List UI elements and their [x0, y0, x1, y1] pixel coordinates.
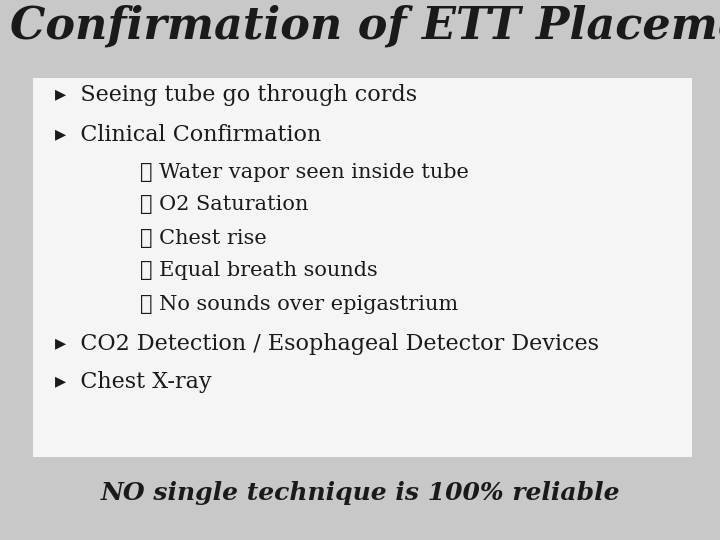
Text: ❖ No sounds over epigastrium: ❖ No sounds over epigastrium	[140, 294, 458, 314]
Text: ❖ O2 Saturation: ❖ O2 Saturation	[140, 195, 308, 214]
Text: Confirmation of ETT Placement: Confirmation of ETT Placement	[10, 5, 720, 48]
Text: ❖ Water vapor seen inside tube: ❖ Water vapor seen inside tube	[140, 163, 469, 181]
Text: ▸  CO2 Detection / Esophageal Detector Devices: ▸ CO2 Detection / Esophageal Detector De…	[55, 333, 599, 355]
Text: ▸  Clinical Confirmation: ▸ Clinical Confirmation	[55, 124, 321, 146]
Text: NO single technique is 100% reliable: NO single technique is 100% reliable	[100, 481, 620, 505]
FancyBboxPatch shape	[33, 78, 692, 457]
Text: ▸  Chest X-ray: ▸ Chest X-ray	[55, 371, 212, 393]
Text: ❖ Chest rise: ❖ Chest rise	[140, 228, 266, 247]
Text: ❖ Equal breath sounds: ❖ Equal breath sounds	[140, 261, 378, 280]
Text: ▸  Seeing tube go through cords: ▸ Seeing tube go through cords	[55, 84, 417, 106]
